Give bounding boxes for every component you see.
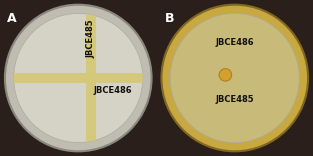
Text: B: B [165, 12, 174, 25]
Text: JBCE485: JBCE485 [215, 95, 254, 104]
Circle shape [14, 13, 143, 143]
Circle shape [5, 5, 151, 151]
Text: A: A [7, 12, 16, 25]
Circle shape [170, 13, 299, 143]
Text: JBCE486: JBCE486 [215, 38, 254, 47]
Text: JBCE485: JBCE485 [86, 20, 95, 58]
Text: JBCE486: JBCE486 [93, 86, 132, 95]
Circle shape [219, 69, 232, 81]
Circle shape [162, 5, 308, 151]
